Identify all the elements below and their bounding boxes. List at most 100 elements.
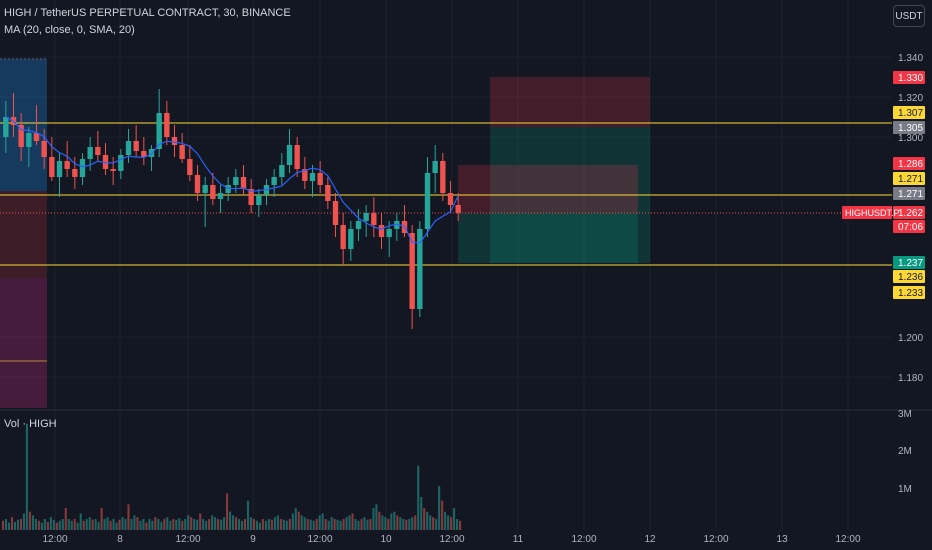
volume-bar [46,521,49,530]
volume-bar [2,520,5,530]
volume-bar [261,519,264,530]
volume-bar [459,520,462,530]
volume-bar [232,515,235,530]
volume-axis-label: 2M [898,446,912,457]
volume-bar [243,519,247,530]
volume-bar [145,522,148,530]
candle-body [49,157,55,177]
volume-bar [444,511,447,530]
volume-bar [456,519,459,530]
time-axis-label: 12:00 [439,534,464,545]
candle-body [371,213,377,225]
volume-bar [43,519,46,530]
volume-bar [381,515,384,530]
volume-bar [226,493,229,530]
price-badge-label: 1.271 [898,174,923,185]
volume-legend[interactable]: Vol · HIGH [4,418,57,430]
candles [3,89,461,329]
volume-bar [396,515,399,530]
volume-bar [378,511,381,530]
volume-bar [40,522,43,530]
time-axis-label: 13 [776,534,788,545]
candle-body [3,117,9,137]
candle-body [440,161,446,193]
volume-bar [342,519,345,530]
symbol-tag [842,206,892,219]
long-position-risk [458,165,638,213]
volume-bar [223,517,226,530]
symbol-title: HIGH / TetherUS PERPETUAL CONTRACT, 30, … [4,7,291,19]
volume-bar [82,520,85,530]
ma-line [5,116,459,244]
volume-bar [187,515,190,530]
volume-bar [151,520,154,530]
volume-bar [199,513,202,530]
volume-bar [13,521,17,530]
volume-bar [193,519,196,530]
volume-bar [34,519,37,530]
volume-bar [252,519,255,530]
volume-bar [357,520,360,530]
volume-bar [297,511,300,530]
volume-bar [73,519,76,530]
candle-body [455,205,461,213]
candle-body [271,177,277,185]
currency-button[interactable]: USDT [893,5,925,27]
volume-bar [19,519,23,530]
volume-bar [366,519,369,530]
volume-bar [393,511,396,530]
candle-body [156,113,162,149]
volume-bar [166,517,169,530]
time-axis-label: 12 [644,534,656,545]
volume-bar [423,508,426,530]
candle-body [302,169,308,181]
volume-bar [169,520,172,530]
candle-body [286,145,293,165]
volume-bar [420,497,423,530]
time-axis-label: 12:00 [42,534,67,545]
candle-body [56,161,63,177]
volume-bar [390,513,393,530]
volume-bar [106,517,109,530]
candle-body [263,185,270,195]
volume-bar [288,519,291,530]
volume-bar [154,517,157,530]
volume-bar [330,517,333,530]
volume-bar [79,513,82,530]
volume-bar [321,513,324,530]
volume-bar [70,520,73,530]
volume-bar [402,519,405,530]
volume-bar [312,520,315,530]
volume-bar [285,520,288,530]
time-axis: 12:00 8 12:00 9 12:00 10 12:00 11 12:00 12 12:00 13… [42,534,860,545]
candle-body [355,221,362,229]
candle-body [409,233,415,309]
volume-bar [441,500,444,530]
volume-bar [22,513,25,530]
price-badge-label: 1.262 [898,208,923,219]
volume-bar [124,519,127,530]
volume-bar [208,519,211,530]
price-badge-label: 1.236 [898,272,923,283]
volume-bar [333,519,336,530]
volume-bar [49,517,52,530]
volume-bar [52,519,55,530]
volume-bar [139,520,142,530]
volume-bar [55,522,58,530]
candle-body [432,161,438,173]
volume-bar [303,517,306,530]
short-position-risk [490,77,650,127]
volume-bar [417,465,420,530]
volume-bar [64,508,67,530]
indicator-legend[interactable]: MA (20, close, 0, SMA, 20) [4,24,135,36]
price-badge [893,286,925,299]
volume-bar [172,519,175,530]
volume-bar [196,519,199,530]
candle-body [386,229,392,237]
volume-bar [220,519,223,530]
time-axis-label: 10 [380,534,392,545]
volume-bar [94,519,97,530]
price-axis-label: 1.300 [898,133,923,144]
